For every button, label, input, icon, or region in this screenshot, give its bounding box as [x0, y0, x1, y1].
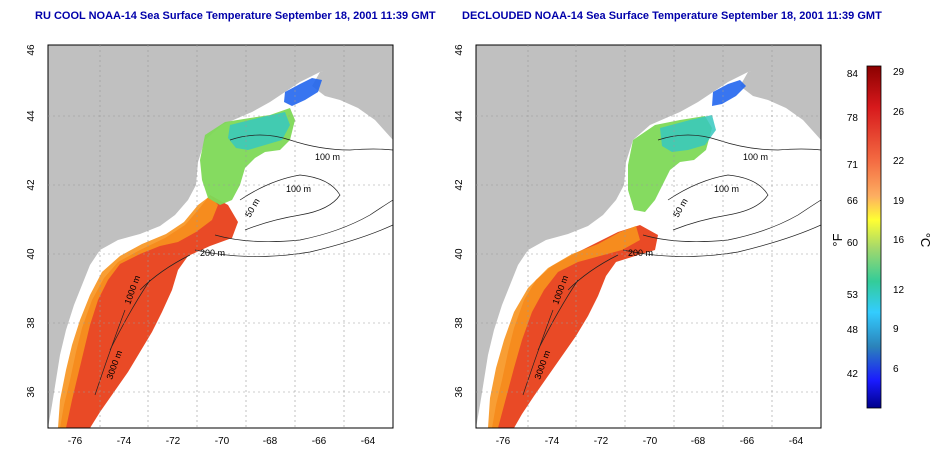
- right-lon-tick: -72: [594, 436, 609, 447]
- colorbar-c-tick: 29: [893, 67, 905, 78]
- left-lat-tick: 36: [26, 386, 37, 398]
- right-warm-sst: [492, 225, 658, 428]
- colorbar-c-tick: 6: [893, 364, 899, 375]
- left-contour-label: 100 m: [286, 184, 311, 194]
- left-cyan-sst: [228, 112, 290, 150]
- colorbar-fahrenheit-label: °F: [830, 233, 845, 246]
- left-lon-tick: -66: [312, 436, 327, 447]
- right-contour-label: 200 m: [628, 248, 653, 258]
- right-lat-tick: 38: [454, 317, 465, 329]
- right-lon-tick: -74: [545, 436, 560, 447]
- right-lon-tick: -64: [789, 436, 804, 447]
- left-map: 100 m 100 m 50 m 200 m 1000 m 3000 m -76…: [26, 44, 394, 447]
- right-lat-tick: 36: [454, 386, 465, 398]
- left-orange-sst: [58, 196, 218, 428]
- left-land: [48, 45, 393, 428]
- right-contour-label: 100 m: [714, 184, 739, 194]
- right-lon-tick: -66: [740, 436, 755, 447]
- left-contour-label: 200 m: [200, 248, 225, 258]
- right-lon-tick: -68: [691, 436, 706, 447]
- left-blue-sst: [284, 78, 322, 106]
- colorbar-celsius-label: °C: [918, 233, 933, 248]
- right-blue-sst: [712, 80, 746, 106]
- right-lon-tick: -76: [496, 436, 511, 447]
- right-map: 100 m 100 m 50 m 200 m 1000 m 3000 m -76…: [454, 44, 822, 447]
- left-lon-tick: -64: [361, 436, 376, 447]
- colorbar-c-tick: 19: [893, 196, 905, 207]
- left-lon-tick: -74: [117, 436, 132, 447]
- colorbar-f-tick: 66: [847, 196, 859, 207]
- colorbar-c-tick: 16: [893, 235, 905, 246]
- right-land: [476, 45, 821, 428]
- left-lon-tick: -70: [215, 436, 230, 447]
- colorbar-c-tick: 22: [893, 156, 905, 167]
- left-lon-tick: -68: [263, 436, 278, 447]
- left-lon-tick: -72: [166, 436, 181, 447]
- left-warm-sst: [60, 195, 238, 428]
- left-land-nova-scotia: [312, 60, 393, 140]
- right-lat-tick: 46: [454, 44, 465, 56]
- right-map-title: DECLOUDED NOAA-14 Sea Surface Temperatur…: [462, 10, 882, 22]
- colorbar-scale: [866, 65, 882, 409]
- colorbar-c-tick: 26: [893, 107, 905, 118]
- colorbar-f-tick: 60: [847, 238, 859, 249]
- left-map-frame: [47, 44, 394, 429]
- right-land-nova-scotia: [740, 60, 821, 140]
- right-lat-tick: 44: [454, 110, 465, 122]
- colorbar-f-tick: 42: [847, 369, 859, 380]
- colorbar-f-tick: 48: [847, 325, 859, 336]
- colorbar-f-tick: 71: [847, 160, 859, 171]
- colorbar-c-tick: 12: [893, 285, 905, 296]
- left-lat-tick: 38: [26, 317, 37, 329]
- left-lat-tick: 44: [26, 110, 37, 122]
- left-contours: [94, 134, 393, 396]
- left-lat-tick: 46: [26, 44, 37, 56]
- colorbar-f-tick: 78: [847, 113, 859, 124]
- right-lat-tick: 42: [454, 179, 465, 191]
- right-contour-label: 100 m: [743, 152, 768, 162]
- colorbar-f-tick: 53: [847, 290, 859, 301]
- right-gridlines: [476, 45, 821, 428]
- left-lon-tick: -76: [68, 436, 83, 447]
- left-lat-tick: 42: [26, 179, 37, 191]
- colorbar: 84 78 71 66 60 53 48 42 29 26 22 19 16 1…: [830, 65, 933, 409]
- left-lat-tick: 40: [26, 248, 37, 260]
- colorbar-f-tick: 84: [847, 69, 859, 80]
- left-contour-label: 100 m: [315, 152, 340, 162]
- left-map-title: RU COOL NOAA-14 Sea Surface Temperature …: [35, 10, 436, 22]
- right-lat-tick: 40: [454, 248, 465, 260]
- left-gridlines: [48, 45, 393, 428]
- colorbar-c-tick: 9: [893, 324, 899, 335]
- right-contours: [522, 134, 821, 396]
- right-cyan-sst: [660, 115, 716, 152]
- right-map-frame: [475, 44, 822, 429]
- right-lon-tick: -70: [643, 436, 658, 447]
